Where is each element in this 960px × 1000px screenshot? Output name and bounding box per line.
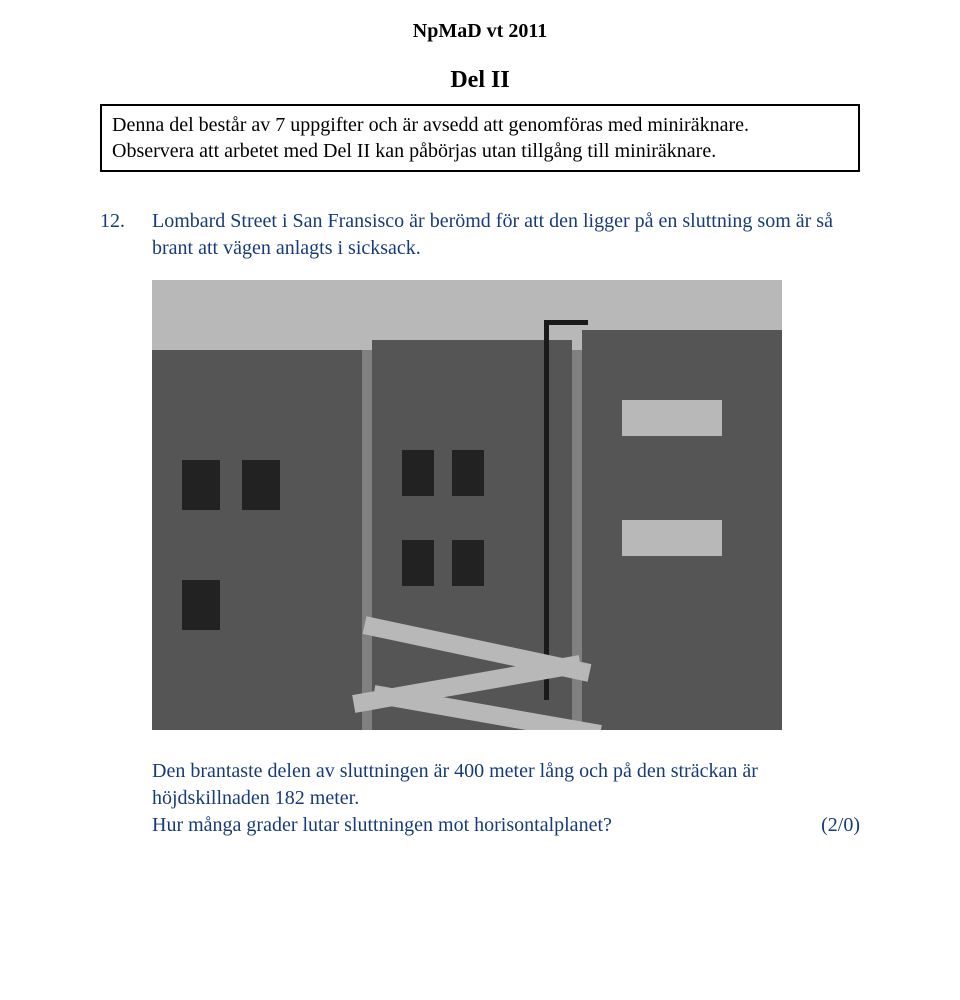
page: NpMaD vt 2011 Del II Denna del består av…	[0, 0, 960, 1000]
lombard-street-image	[152, 280, 782, 730]
instruction-line-1: Denna del består av 7 uppgifter och är a…	[112, 112, 848, 138]
question-followup: Den brantaste delen av sluttningen är 40…	[152, 758, 860, 839]
question-number: 12.	[100, 208, 152, 262]
followup-line-2: Hur många grader lutar sluttningen mot h…	[152, 812, 860, 839]
question-text: Lombard Street i San Fransisco är berömd…	[152, 208, 860, 262]
score: (2/0)	[821, 812, 860, 839]
exam-header: NpMaD vt 2011	[100, 20, 860, 43]
section-title: Del II	[100, 67, 860, 94]
question-row: 12. Lombard Street i San Fransisco är be…	[100, 208, 860, 262]
instruction-box: Denna del består av 7 uppgifter och är a…	[100, 104, 860, 172]
followup-line-1: Den brantaste delen av sluttningen är 40…	[152, 758, 860, 812]
instruction-line-2: Observera att arbetet med Del II kan påb…	[112, 138, 848, 164]
